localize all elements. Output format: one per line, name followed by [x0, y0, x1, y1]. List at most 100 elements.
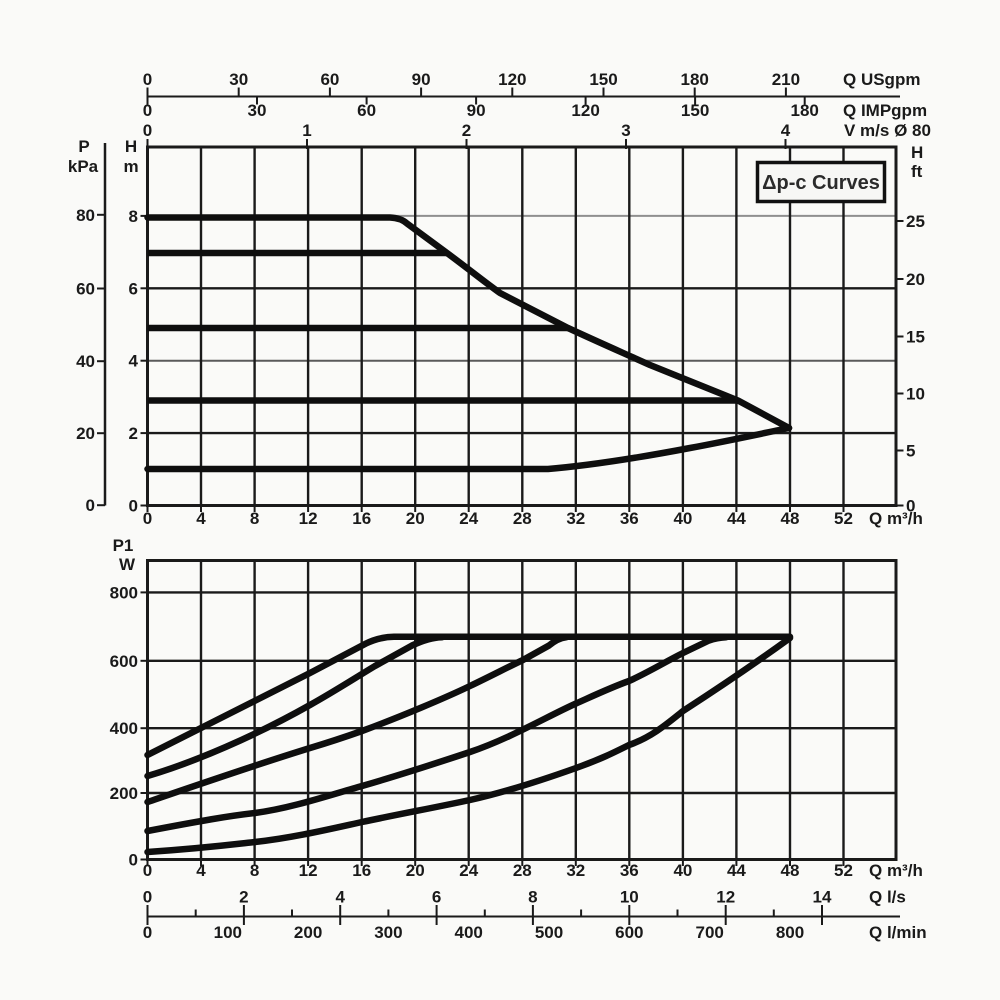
- svg-text:4: 4: [196, 861, 206, 880]
- svg-text:300: 300: [374, 923, 402, 942]
- svg-text:100: 100: [214, 923, 242, 942]
- svg-text:52: 52: [834, 509, 853, 528]
- svg-text:120: 120: [498, 70, 526, 89]
- svg-text:6: 6: [129, 279, 138, 298]
- svg-text:ft: ft: [911, 162, 923, 181]
- svg-text:3: 3: [621, 121, 630, 140]
- svg-text:0: 0: [86, 496, 95, 515]
- svg-text:16: 16: [352, 861, 371, 880]
- svg-text:44: 44: [727, 509, 746, 528]
- svg-text:4: 4: [781, 121, 791, 140]
- svg-text:8: 8: [528, 888, 537, 907]
- svg-text:48: 48: [781, 509, 800, 528]
- svg-text:60: 60: [320, 70, 339, 89]
- svg-text:20: 20: [906, 270, 925, 289]
- svg-text:180: 180: [791, 101, 819, 120]
- svg-text:kPa: kPa: [68, 157, 99, 176]
- svg-text:44: 44: [727, 861, 746, 880]
- svg-text:14: 14: [813, 888, 832, 907]
- svg-text:24: 24: [459, 861, 478, 880]
- svg-text:30: 30: [248, 101, 267, 120]
- svg-text:400: 400: [110, 719, 138, 738]
- svg-text:0: 0: [129, 497, 138, 516]
- svg-text:0: 0: [143, 923, 152, 942]
- svg-text:60: 60: [76, 280, 95, 299]
- svg-text:0: 0: [143, 70, 152, 89]
- svg-text:800: 800: [110, 583, 138, 602]
- svg-text:Q m³/h: Q m³/h: [869, 509, 923, 528]
- svg-text:0: 0: [143, 509, 152, 528]
- svg-text:32: 32: [566, 861, 585, 880]
- svg-text:36: 36: [620, 509, 639, 528]
- svg-text:Q m³/h: Q m³/h: [869, 861, 923, 880]
- svg-text:16: 16: [352, 509, 371, 528]
- svg-text:12: 12: [299, 509, 318, 528]
- svg-text:20: 20: [406, 861, 425, 880]
- svg-text:4: 4: [196, 509, 206, 528]
- svg-text:Δp-c Curves: Δp-c Curves: [762, 172, 880, 194]
- svg-text:28: 28: [513, 861, 532, 880]
- svg-text:Q USgpm: Q USgpm: [843, 70, 920, 89]
- svg-text:0: 0: [143, 101, 152, 120]
- svg-text:H: H: [911, 143, 923, 162]
- svg-text:80: 80: [76, 206, 95, 225]
- svg-text:40: 40: [673, 861, 692, 880]
- svg-text:0: 0: [906, 497, 915, 516]
- svg-text:0: 0: [143, 888, 152, 907]
- svg-text:20: 20: [76, 424, 95, 443]
- svg-text:P1: P1: [113, 536, 134, 555]
- svg-text:0: 0: [143, 121, 152, 140]
- svg-text:30: 30: [229, 70, 248, 89]
- svg-text:24: 24: [459, 509, 478, 528]
- svg-text:600: 600: [615, 923, 643, 942]
- svg-text:8: 8: [250, 861, 259, 880]
- svg-text:12: 12: [716, 888, 735, 907]
- svg-text:200: 200: [294, 923, 322, 942]
- svg-text:15: 15: [906, 328, 925, 347]
- svg-text:120: 120: [571, 101, 599, 120]
- svg-text:500: 500: [535, 923, 563, 942]
- svg-text:60: 60: [357, 101, 376, 120]
- svg-text:20: 20: [406, 509, 425, 528]
- svg-text:W: W: [119, 555, 136, 574]
- svg-text:1: 1: [302, 121, 311, 140]
- svg-text:400: 400: [455, 923, 483, 942]
- svg-text:48: 48: [781, 861, 800, 880]
- svg-text:Q l/min: Q l/min: [869, 923, 927, 942]
- svg-text:4: 4: [335, 888, 345, 907]
- svg-text:12: 12: [299, 861, 318, 880]
- svg-text:200: 200: [110, 784, 138, 803]
- svg-text:6: 6: [432, 888, 441, 907]
- svg-text:40: 40: [76, 352, 95, 371]
- svg-text:210: 210: [772, 70, 800, 89]
- svg-text:40: 40: [673, 509, 692, 528]
- svg-text:P: P: [78, 137, 89, 156]
- svg-text:10: 10: [620, 888, 639, 907]
- svg-text:180: 180: [681, 70, 709, 89]
- svg-text:8: 8: [129, 207, 138, 226]
- svg-text:150: 150: [589, 70, 617, 89]
- svg-text:600: 600: [110, 652, 138, 671]
- svg-text:25: 25: [906, 212, 925, 231]
- svg-text:150: 150: [681, 101, 709, 120]
- svg-text:Q l/s: Q l/s: [869, 888, 906, 907]
- svg-text:Q IMPgpm: Q IMPgpm: [843, 101, 927, 120]
- svg-text:2: 2: [129, 424, 138, 443]
- svg-text:2: 2: [462, 121, 471, 140]
- svg-text:0: 0: [129, 851, 138, 870]
- svg-text:700: 700: [696, 923, 724, 942]
- svg-text:36: 36: [620, 861, 639, 880]
- svg-text:800: 800: [776, 923, 804, 942]
- svg-text:0: 0: [143, 861, 152, 880]
- svg-text:5: 5: [906, 442, 915, 461]
- svg-text:28: 28: [513, 509, 532, 528]
- svg-text:V m/s Ø 80: V m/s Ø 80: [844, 121, 931, 140]
- svg-text:4: 4: [129, 352, 139, 371]
- svg-text:90: 90: [412, 70, 431, 89]
- svg-text:m: m: [123, 157, 138, 176]
- svg-text:2: 2: [239, 888, 248, 907]
- svg-text:8: 8: [250, 509, 259, 528]
- svg-text:32: 32: [566, 509, 585, 528]
- svg-text:10: 10: [906, 385, 925, 404]
- svg-text:H: H: [125, 137, 137, 156]
